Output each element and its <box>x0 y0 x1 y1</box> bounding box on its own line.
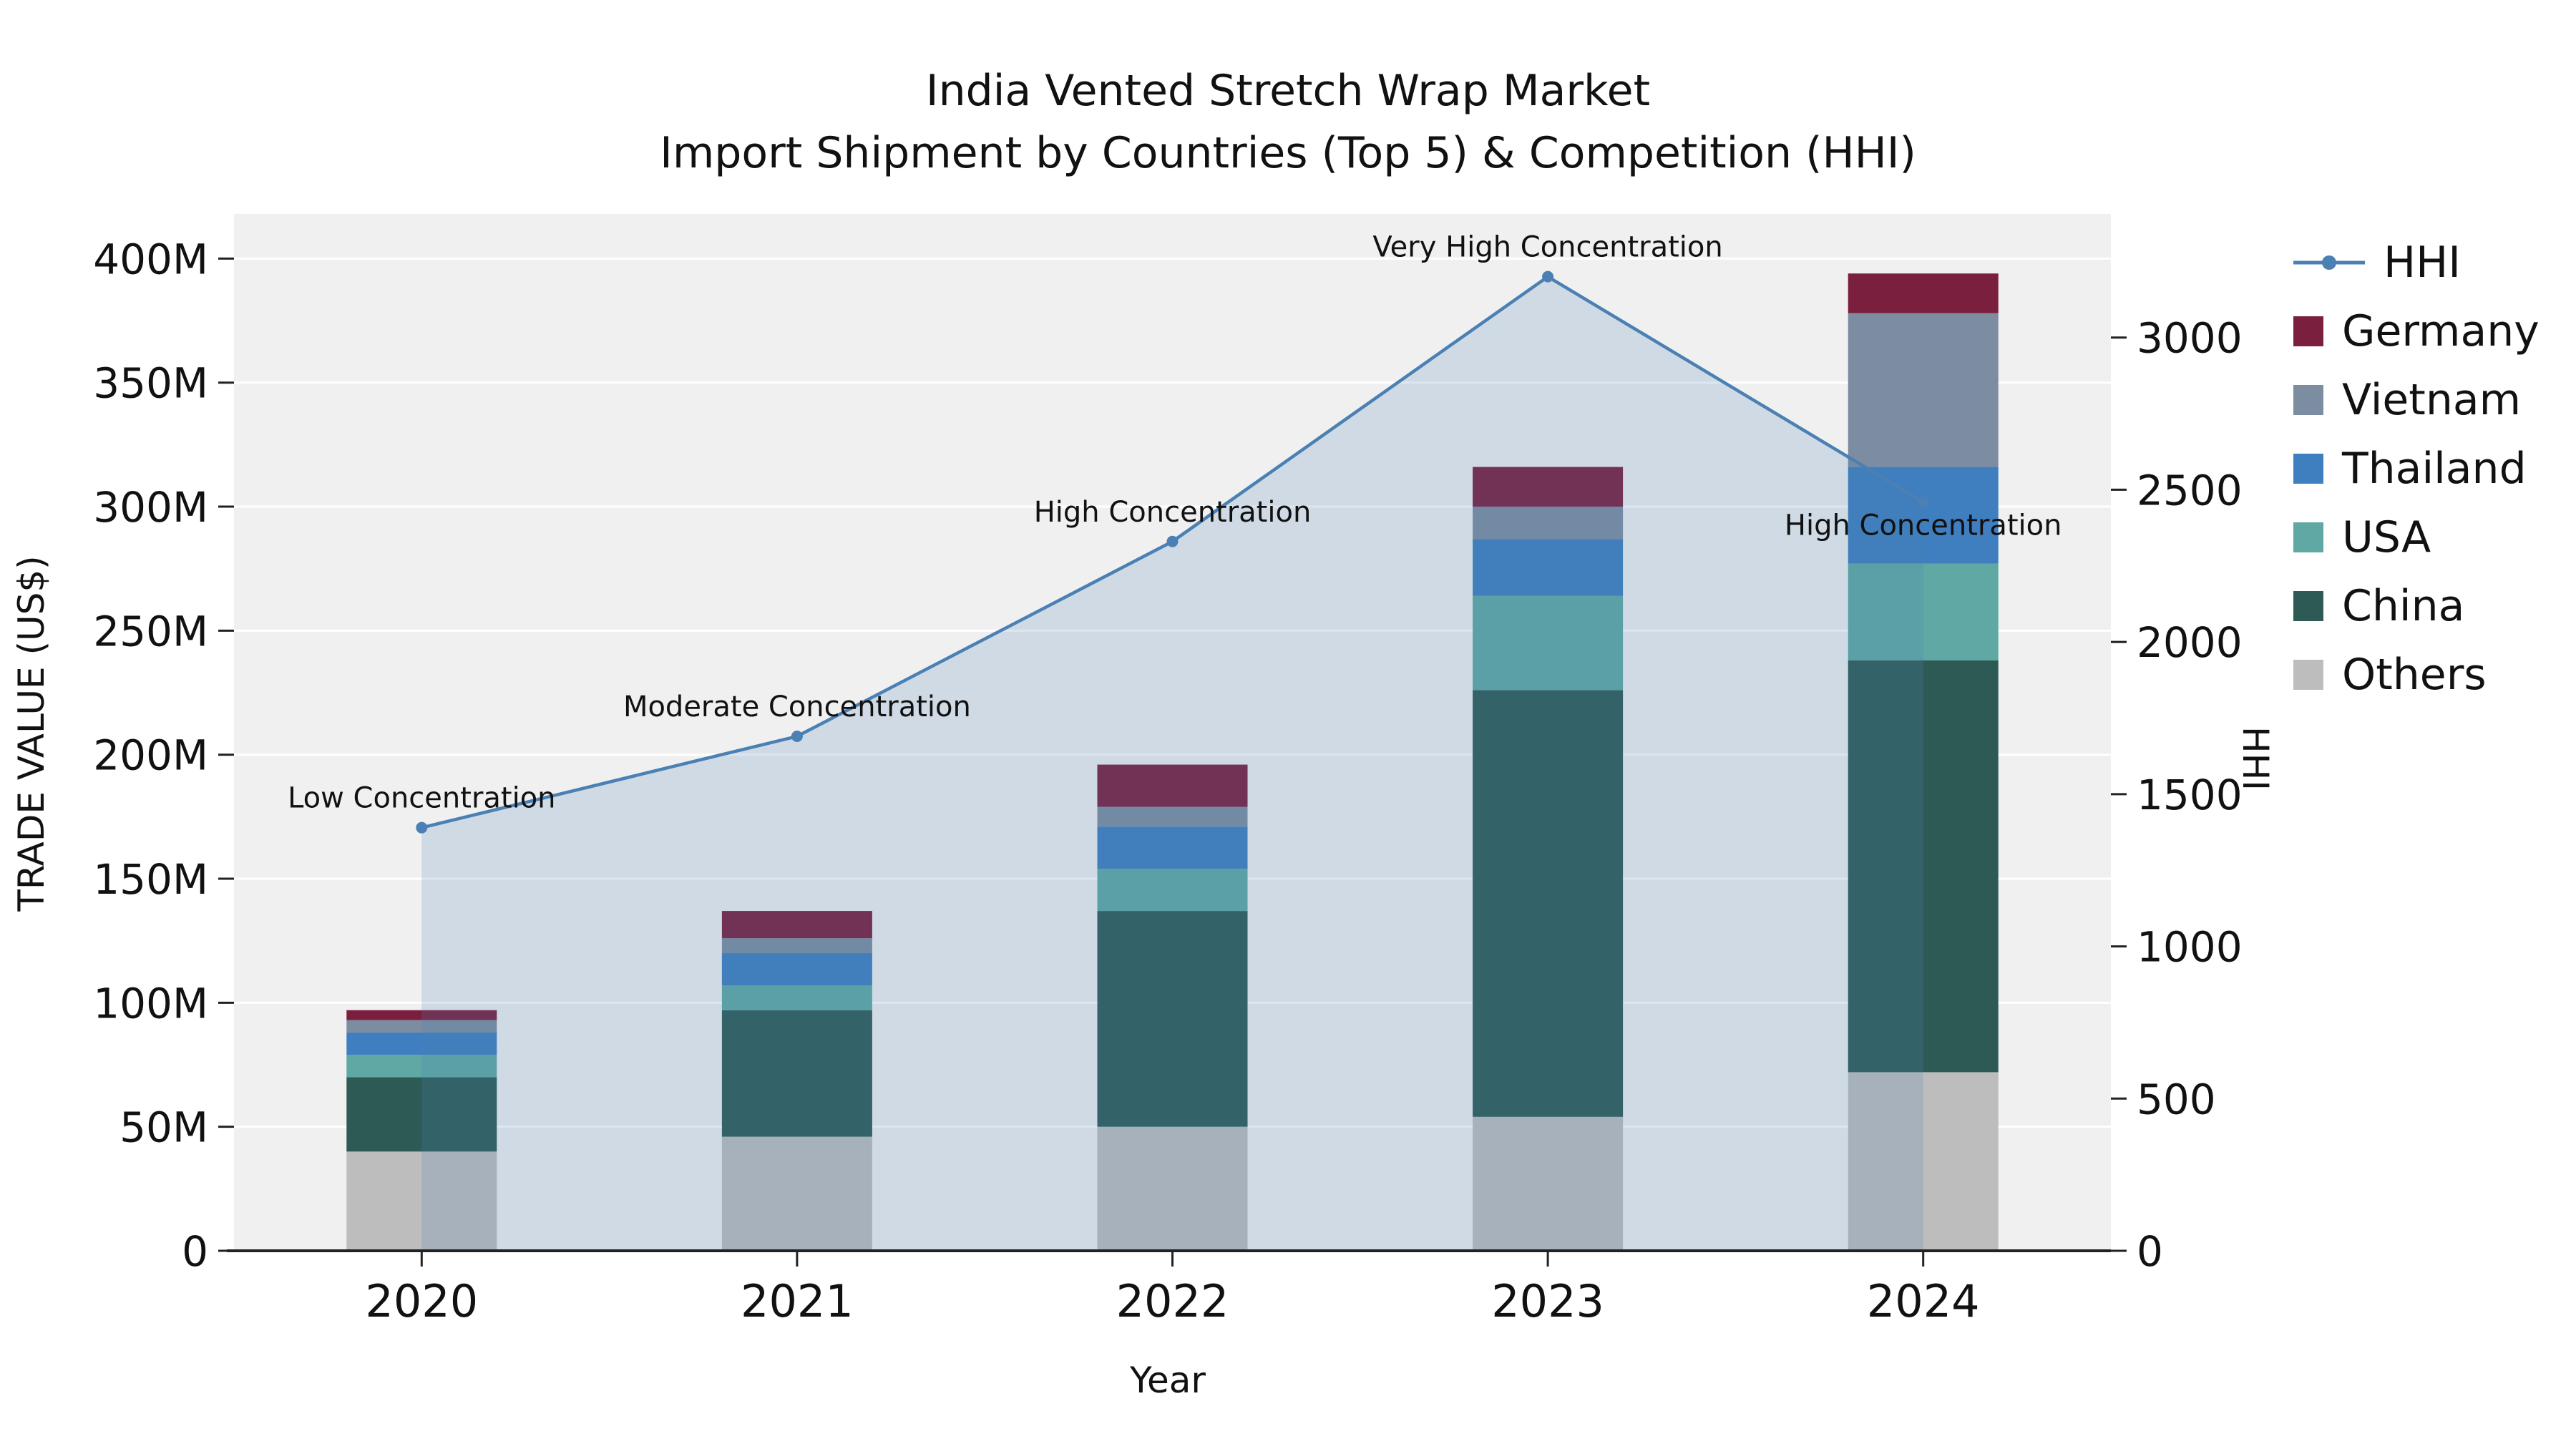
right-tick-label: 2500 <box>2137 466 2243 514</box>
bar-segment-usa-2022 <box>1097 869 1248 912</box>
legend-label-vietnam: Vietnam <box>2342 375 2522 425</box>
hhi-line-swatch <box>2293 255 2365 270</box>
left-tick-label: 150M <box>93 855 208 904</box>
left-tick-label: 250M <box>93 607 208 655</box>
x-tick-label-2024: 2024 <box>1867 1275 1980 1327</box>
legend-label-china: China <box>2342 581 2465 631</box>
legend-label-others: Others <box>2342 650 2487 700</box>
legend-item-usa: USA <box>2293 512 2540 562</box>
bar-segment-germany-2020 <box>346 1010 497 1020</box>
legend-label-usa: USA <box>2342 512 2431 562</box>
bar-segment-china-2022 <box>1097 911 1248 1127</box>
legend-swatch-thailand <box>2293 454 2323 484</box>
left-tick-label: 0 <box>182 1227 208 1276</box>
x-tick-label-2023: 2023 <box>1491 1275 1604 1327</box>
hhi-marker-2021 <box>791 731 803 743</box>
legend-label-thailand: Thailand <box>2342 444 2527 494</box>
legend-item-hhi: HHI <box>2293 238 2540 288</box>
right-tick-label: 0 <box>2137 1227 2163 1276</box>
right-tick-label: 2000 <box>2137 618 2243 667</box>
hhi-marker-2024 <box>1917 496 1929 508</box>
bar-segment-others-2024 <box>1848 1072 1999 1251</box>
x-tick-label-2021: 2021 <box>741 1275 854 1327</box>
legend-swatch-others <box>2293 660 2323 690</box>
hhi-marker-2023 <box>1542 270 1554 283</box>
bar-segment-china-2024 <box>1848 660 1999 1073</box>
bar-segment-vietnam-2021 <box>721 938 872 954</box>
left-tick-label: 400M <box>93 235 208 283</box>
annotation-2023: Very High Concentration <box>1372 231 1722 264</box>
bar-segment-china-2021 <box>721 1010 872 1137</box>
bar-segment-germany-2023 <box>1473 467 1624 507</box>
legend-swatch-usa <box>2293 522 2323 552</box>
hhi-area <box>421 276 1923 1251</box>
bar-segment-germany-2022 <box>1097 764 1248 807</box>
left-tick-label: 300M <box>93 483 208 532</box>
bar-segment-vietnam-2024 <box>1848 313 1999 467</box>
legend-swatch-vietnam <box>2293 385 2323 415</box>
bar-segment-thailand-2021 <box>721 953 872 986</box>
chart-title-line2: Import Shipment by Countries (Top 5) & C… <box>660 128 1916 178</box>
x-tick-label-2020: 2020 <box>365 1275 478 1327</box>
legend-item-vietnam: Vietnam <box>2293 375 2540 425</box>
legend-item-china: China <box>2293 581 2540 631</box>
bar-segment-thailand-2022 <box>1097 826 1248 869</box>
bar-segment-others-2022 <box>1097 1126 1248 1251</box>
legend-item-germany: Germany <box>2293 306 2540 356</box>
right-tick-label: 1000 <box>2137 923 2243 972</box>
right-axis-title: HHI <box>2235 726 2276 791</box>
legend-label-germany: Germany <box>2342 306 2540 356</box>
bar-segment-others-2020 <box>346 1151 497 1251</box>
legend-swatch-china <box>2293 591 2323 621</box>
bar-segment-thailand-2020 <box>346 1032 497 1055</box>
bar-segment-others-2021 <box>721 1136 872 1251</box>
x-axis-title: Year <box>1130 1360 1206 1401</box>
bar-segment-usa-2023 <box>1473 595 1624 691</box>
bar-segment-usa-2021 <box>721 985 872 1010</box>
bar-segment-germany-2024 <box>1848 273 1999 313</box>
hhi-marker-2020 <box>416 821 428 834</box>
bar-segment-china-2023 <box>1473 690 1624 1117</box>
bar-segment-others-2023 <box>1473 1116 1624 1251</box>
annotation-2024: High Concentration <box>1785 509 2062 542</box>
bar-segment-thailand-2023 <box>1473 539 1624 596</box>
left-tick-label: 100M <box>93 979 208 1028</box>
chart-title-line1: India Vented Stretch Wrap Market <box>925 66 1651 116</box>
chart-title: India Vented Stretch Wrap Market Import … <box>0 60 2576 185</box>
right-tick-label: 1500 <box>2137 771 2243 819</box>
bar-segment-germany-2021 <box>721 911 872 939</box>
legend: HHI Germany Vietnam Thailand USA China Others <box>2293 238 2540 700</box>
bar-segment-vietnam-2023 <box>1473 507 1624 540</box>
legend-item-others: Others <box>2293 650 2540 700</box>
right-tick-label: 500 <box>2137 1075 2216 1123</box>
bar-segment-usa-2024 <box>1848 563 1999 660</box>
bar-segment-vietnam-2020 <box>346 1020 497 1033</box>
annotation-2021: Moderate Concentration <box>623 691 971 723</box>
legend-swatch-germany <box>2293 316 2323 346</box>
annotation-2022: High Concentration <box>1034 496 1312 529</box>
x-tick-label-2022: 2022 <box>1116 1275 1229 1327</box>
legend-label-hhi: HHI <box>2384 238 2461 288</box>
bar-segment-vietnam-2022 <box>1097 806 1248 827</box>
bar-segment-thailand-2024 <box>1848 467 1999 564</box>
annotation-2020: Low Concentration <box>288 782 555 815</box>
legend-item-thailand: Thailand <box>2293 444 2540 494</box>
left-tick-label: 350M <box>93 359 208 408</box>
right-tick-label: 3000 <box>2137 314 2243 363</box>
bar-segment-usa-2020 <box>346 1055 497 1078</box>
hhi-swatch-marker <box>2322 255 2336 270</box>
hhi-marker-2022 <box>1166 535 1179 547</box>
left-axis-title: TRADE VALUE (US$) <box>11 555 52 912</box>
bar-segment-china-2020 <box>346 1077 497 1152</box>
left-tick-label: 200M <box>93 731 208 780</box>
left-tick-label: 50M <box>119 1103 208 1152</box>
